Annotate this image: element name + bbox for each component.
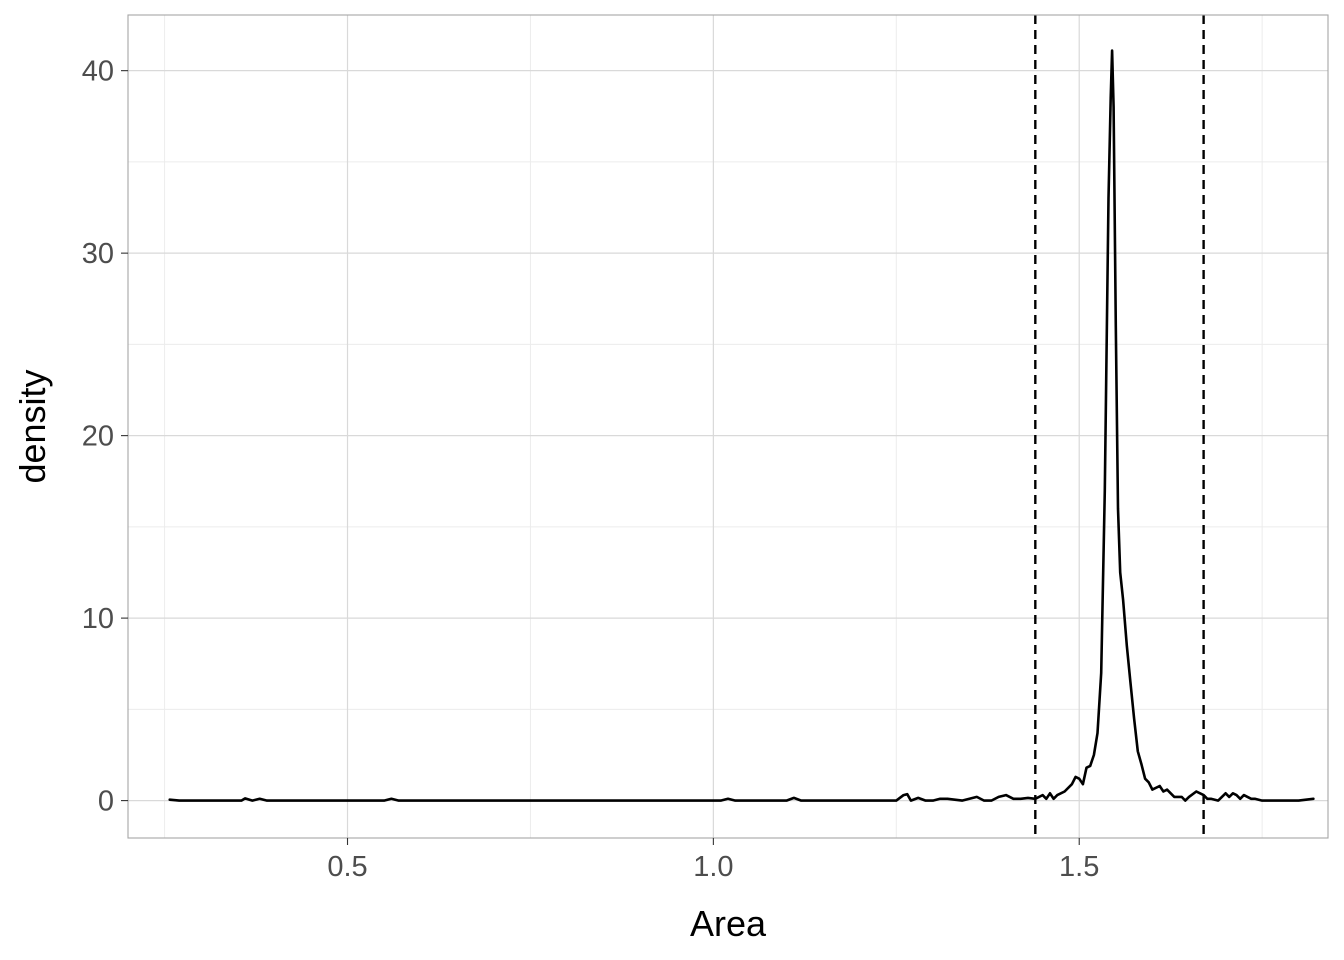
panel-border	[127, 14, 1329, 839]
y-tick-label: 0	[98, 786, 114, 818]
y-tick-label: 10	[82, 603, 114, 635]
density-line	[168, 49, 1315, 802]
x-axis-title: Area	[690, 903, 767, 944]
y-axis-ticks: 0 10 20 30 40	[82, 56, 128, 818]
x-tick-label: 1.0	[693, 851, 733, 883]
series-layer	[168, 49, 1315, 802]
y-tick-label: 20	[82, 421, 114, 453]
x-tick-label: 1.5	[1059, 851, 1099, 883]
y-tick-label: 40	[82, 56, 114, 88]
reference-lines	[1034, 15, 1205, 838]
y-tick-label: 30	[82, 238, 114, 270]
y-axis-title: density	[12, 369, 53, 483]
x-axis-ticks: 0.5 1.0 1.5	[327, 838, 1099, 883]
x-tick-label: 0.5	[327, 851, 367, 883]
